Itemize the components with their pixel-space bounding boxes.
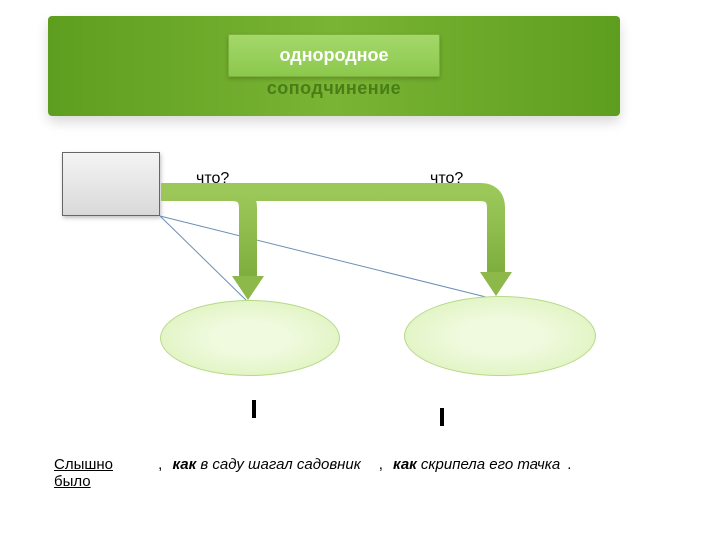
- arrow-1-shaft: [161, 192, 248, 276]
- main-clause-box: [62, 152, 160, 216]
- question-label-1: что?: [196, 170, 229, 188]
- title-box: однородное: [228, 34, 440, 77]
- vertical-bar-1: [252, 400, 256, 418]
- comma-2: ,: [379, 456, 383, 473]
- sub-clause-1: как в саду шагал садовник: [173, 456, 373, 473]
- subordinate-ellipse-1: [160, 300, 340, 376]
- main-clause-text: Слышно было: [54, 456, 152, 490]
- thin-line-1: [160, 216, 250, 304]
- comma-1: ,: [158, 456, 162, 473]
- thin-line-2: [160, 216, 498, 300]
- subordinate-ellipse-2: [404, 296, 596, 376]
- period: .: [567, 456, 571, 473]
- arrow-2-shaft: [161, 192, 496, 272]
- subtitle-text: соподчинение: [228, 78, 440, 99]
- example-sentence: Слышно было , как в саду шагал садовник …: [54, 456, 674, 490]
- arrow-2-head: [480, 272, 512, 296]
- arrow-1-head: [232, 276, 264, 300]
- question-label-2: что?: [430, 170, 463, 188]
- vertical-bar-2: [440, 408, 444, 426]
- sub-clause-2: как скрипела его тачка: [393, 456, 563, 473]
